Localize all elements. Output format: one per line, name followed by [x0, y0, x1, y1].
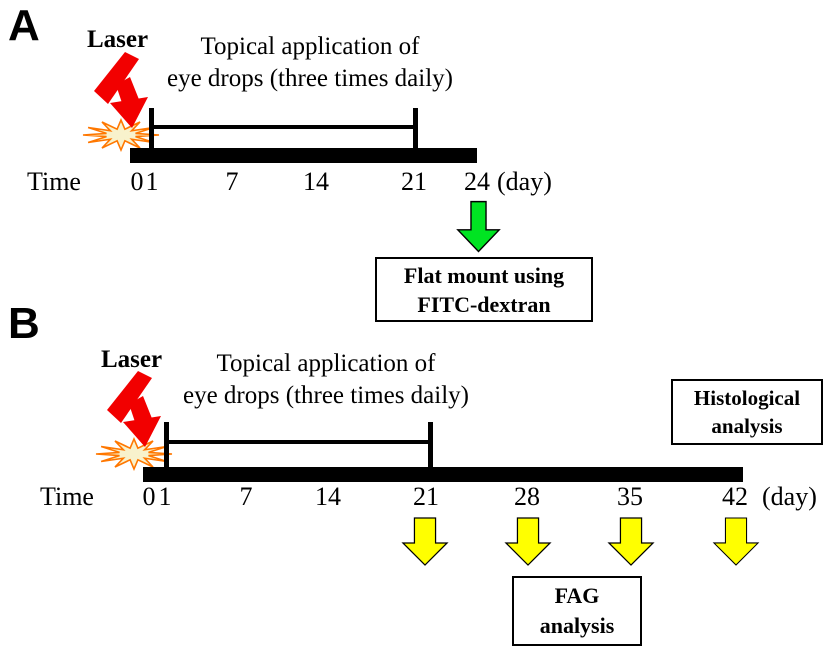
panel-a-label: A [8, 1, 40, 50]
tick-label-a-1: 1 [145, 167, 159, 196]
laser-bolt-icon-a [91, 52, 151, 137]
time-label-b: Time [40, 482, 94, 511]
bracket-left-tick-b [164, 422, 169, 468]
tick-label-b-35: 35 [617, 482, 643, 511]
flat-mount-line1: Flat mount using [403, 262, 565, 288]
yellow-down-arrow-icon-21 [401, 516, 449, 568]
yellow-down-arrow-icon-35 [607, 516, 655, 568]
treatment-text-a: Topical application of eye drops (three … [155, 31, 465, 95]
panel-b-label: B [8, 299, 40, 348]
yellow-down-arrow-icon-42 [712, 516, 760, 568]
tick-label-b-21: 21 [413, 482, 439, 511]
histology-line2: analysis [711, 414, 783, 438]
tick-label-a-24: 24 [464, 167, 490, 196]
tick-label-b-7: 7 [239, 482, 253, 511]
timeline-bar-b [143, 467, 743, 482]
laser-bolt-icon-b [104, 371, 164, 456]
histological-analysis-box: Histological analysis [671, 379, 823, 445]
day-unit-b: (day) [762, 482, 817, 511]
flat-mount-line2: FITC-dextran [417, 291, 551, 317]
bracket-line-a [151, 125, 417, 129]
laser-label-b: Laser [101, 346, 163, 373]
treatment-text-b: Topical application of eye drops (three … [172, 348, 480, 412]
histology-line1: Histological [693, 386, 801, 410]
bracket-right-tick-b [428, 422, 433, 468]
tick-label-a-7: 7 [225, 167, 239, 196]
treatment-line2-a: eye drops (three times daily) [166, 65, 453, 92]
treatment-line1-a: Topical application of [200, 33, 420, 60]
day-unit-a: (day) [497, 167, 552, 196]
fag-analysis-box: FAG analysis [512, 576, 642, 646]
tick-label-b-28: 28 [514, 482, 540, 511]
fag-line2: analysis [539, 613, 615, 638]
tick-label-b-14: 14 [315, 482, 341, 511]
fag-line1: FAG [554, 583, 600, 608]
tick-label-a-21: 21 [401, 167, 427, 196]
treatment-line2-b: eye drops (three times daily) [182, 382, 469, 409]
yellow-down-arrow-icon-28 [504, 516, 552, 568]
laser-label-a: Laser [87, 26, 149, 53]
timeline-bar-a [130, 148, 477, 163]
time-label-a: Time [27, 167, 81, 196]
tick-label-a-0: 0 [130, 167, 144, 196]
tick-label-b-0: 0 [142, 482, 156, 511]
tick-label-b-1: 1 [158, 482, 172, 511]
treatment-line1-b: Topical application of [216, 350, 436, 377]
green-down-arrow-icon [455, 199, 502, 255]
tick-label-b-42: 42 [722, 482, 748, 511]
flat-mount-box: Flat mount using FITC-dextran [375, 257, 593, 322]
tick-label-a-14: 14 [303, 167, 329, 196]
bracket-line-b [166, 440, 432, 444]
